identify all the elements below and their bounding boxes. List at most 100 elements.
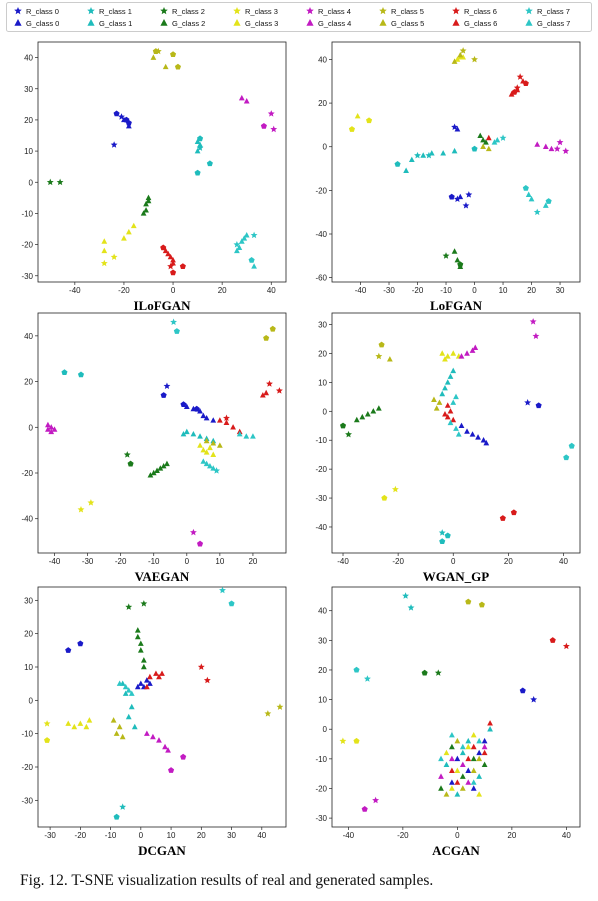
- generated-sample-point: [403, 167, 409, 173]
- real-sample-point: [77, 371, 85, 378]
- generated-sample-point: [444, 379, 451, 385]
- generated-sample-point: [525, 191, 532, 197]
- generated-sample-point: [137, 640, 144, 646]
- generated-sample-point: [65, 720, 72, 726]
- real-sample-point: [499, 134, 507, 141]
- real-sample-point: [170, 51, 177, 58]
- generated-sample-point: [454, 767, 461, 773]
- generated-sample-point: [386, 356, 393, 362]
- generated-sample-point: [162, 743, 168, 750]
- x-tick-label: -10: [105, 831, 117, 840]
- real-sample-point: [553, 145, 561, 152]
- generated-sample-point: [143, 730, 150, 736]
- x-tick-label: -40: [69, 286, 81, 295]
- generated-sample-point: [210, 465, 217, 471]
- generated-sample-point: [459, 773, 466, 779]
- generated-sample-point: [210, 451, 217, 457]
- generated-sample-point: [190, 405, 197, 412]
- generated-sample-point: [143, 683, 150, 690]
- legend-label: G_class 4: [318, 19, 351, 28]
- scatter-dcgan: -30 -20 -10 0 10 20 30 40 -30 -20 -10 0 10 20 30 DCGAN: [21, 586, 287, 858]
- generated-sample-point: [481, 761, 488, 768]
- generated-sample-point: [113, 730, 120, 736]
- real-sample-point: [110, 253, 118, 260]
- legend-label: R_class 6: [464, 7, 497, 16]
- generated-sample-point: [183, 428, 190, 435]
- generated-sample-point: [443, 791, 450, 797]
- generated-sample-point: [454, 256, 461, 263]
- real-sample-point: [568, 442, 575, 449]
- generated-sample-point: [134, 633, 141, 640]
- real-sample-point: [425, 151, 433, 159]
- generated-sample-point: [439, 350, 446, 356]
- generated-sample-point: [450, 367, 457, 374]
- generated-sample-point: [491, 139, 498, 145]
- y-tick-label: 30: [318, 636, 327, 645]
- real-sample-point: [170, 269, 177, 276]
- real-sample-point: [522, 184, 529, 191]
- generated-sample-point: [470, 743, 477, 750]
- legend-label: R_class 7: [537, 7, 570, 16]
- generated-sample-point: [487, 720, 493, 726]
- real-sample-point: [194, 169, 201, 176]
- x-tick-label: 0: [472, 286, 477, 295]
- generated-sample-point: [454, 791, 461, 797]
- generated-sample-point: [137, 647, 144, 653]
- generated-sample-point: [153, 670, 159, 676]
- y-tick-label: 40: [318, 607, 327, 616]
- x-tick-label: 40: [562, 831, 571, 840]
- generated-sample-point: [548, 145, 555, 152]
- x-tick-label: -40: [355, 286, 367, 295]
- generated-sample-point: [203, 414, 210, 421]
- generated-sample-point: [453, 393, 459, 400]
- plot-area: [331, 312, 581, 554]
- real-sample-point: [414, 151, 421, 159]
- real-sample-point: [442, 252, 450, 259]
- real-sample-point: [471, 145, 478, 152]
- generated-sample-point: [485, 145, 492, 152]
- generated-sample-point: [122, 683, 129, 690]
- x-tick-label: 20: [248, 557, 257, 566]
- real-sample-point: [167, 262, 175, 270]
- legend-label: G_class 5: [391, 19, 424, 28]
- y-tick-label: 20: [24, 116, 33, 125]
- generated-sample-point: [131, 723, 138, 730]
- legend-marker: [379, 7, 387, 15]
- generated-sample-point: [449, 779, 455, 785]
- x-tick-label: -30: [383, 286, 395, 295]
- y-tick-label: -30: [21, 796, 33, 805]
- generated-sample-point: [447, 408, 454, 414]
- generated-sample-point: [170, 260, 176, 266]
- panel-vaegan: -40 -30 -20 -10 0 10 20 -40 -20 0 20 40 VAEGAN: [6, 311, 294, 586]
- generated-sample-point: [197, 433, 203, 439]
- generated-sample-point: [477, 132, 484, 139]
- generated-sample-point: [480, 136, 486, 143]
- real-sample-point: [228, 600, 235, 607]
- generated-sample-point: [160, 462, 167, 469]
- real-sample-point: [462, 202, 470, 209]
- generated-sample-point: [125, 687, 132, 693]
- generated-sample-point: [157, 465, 164, 471]
- real-sample-point: [407, 604, 415, 611]
- generated-sample-point: [250, 433, 256, 439]
- real-sample-point: [549, 637, 556, 643]
- generated-sample-point: [447, 373, 454, 379]
- legend-marker: [525, 19, 533, 26]
- legend-label: R_class 4: [318, 7, 351, 16]
- real-sample-point: [266, 380, 273, 387]
- panel-title: DCGAN: [138, 843, 186, 858]
- real-sample-point: [56, 178, 64, 186]
- generated-sample-point: [408, 156, 415, 163]
- generated-sample-point: [238, 238, 245, 244]
- generated-sample-point: [443, 749, 450, 756]
- generated-sample-point: [156, 673, 162, 680]
- generated-sample-point: [143, 207, 149, 213]
- y-tick-label: -30: [315, 494, 327, 503]
- generated-sample-point: [464, 428, 470, 434]
- x-tick-label: 40: [267, 286, 276, 295]
- real-sample-point: [219, 586, 226, 594]
- generated-sample-point: [259, 392, 266, 398]
- x-tick-label: 30: [556, 286, 565, 295]
- panel-title: ACGAN: [432, 843, 480, 858]
- legend-marker: [87, 19, 95, 26]
